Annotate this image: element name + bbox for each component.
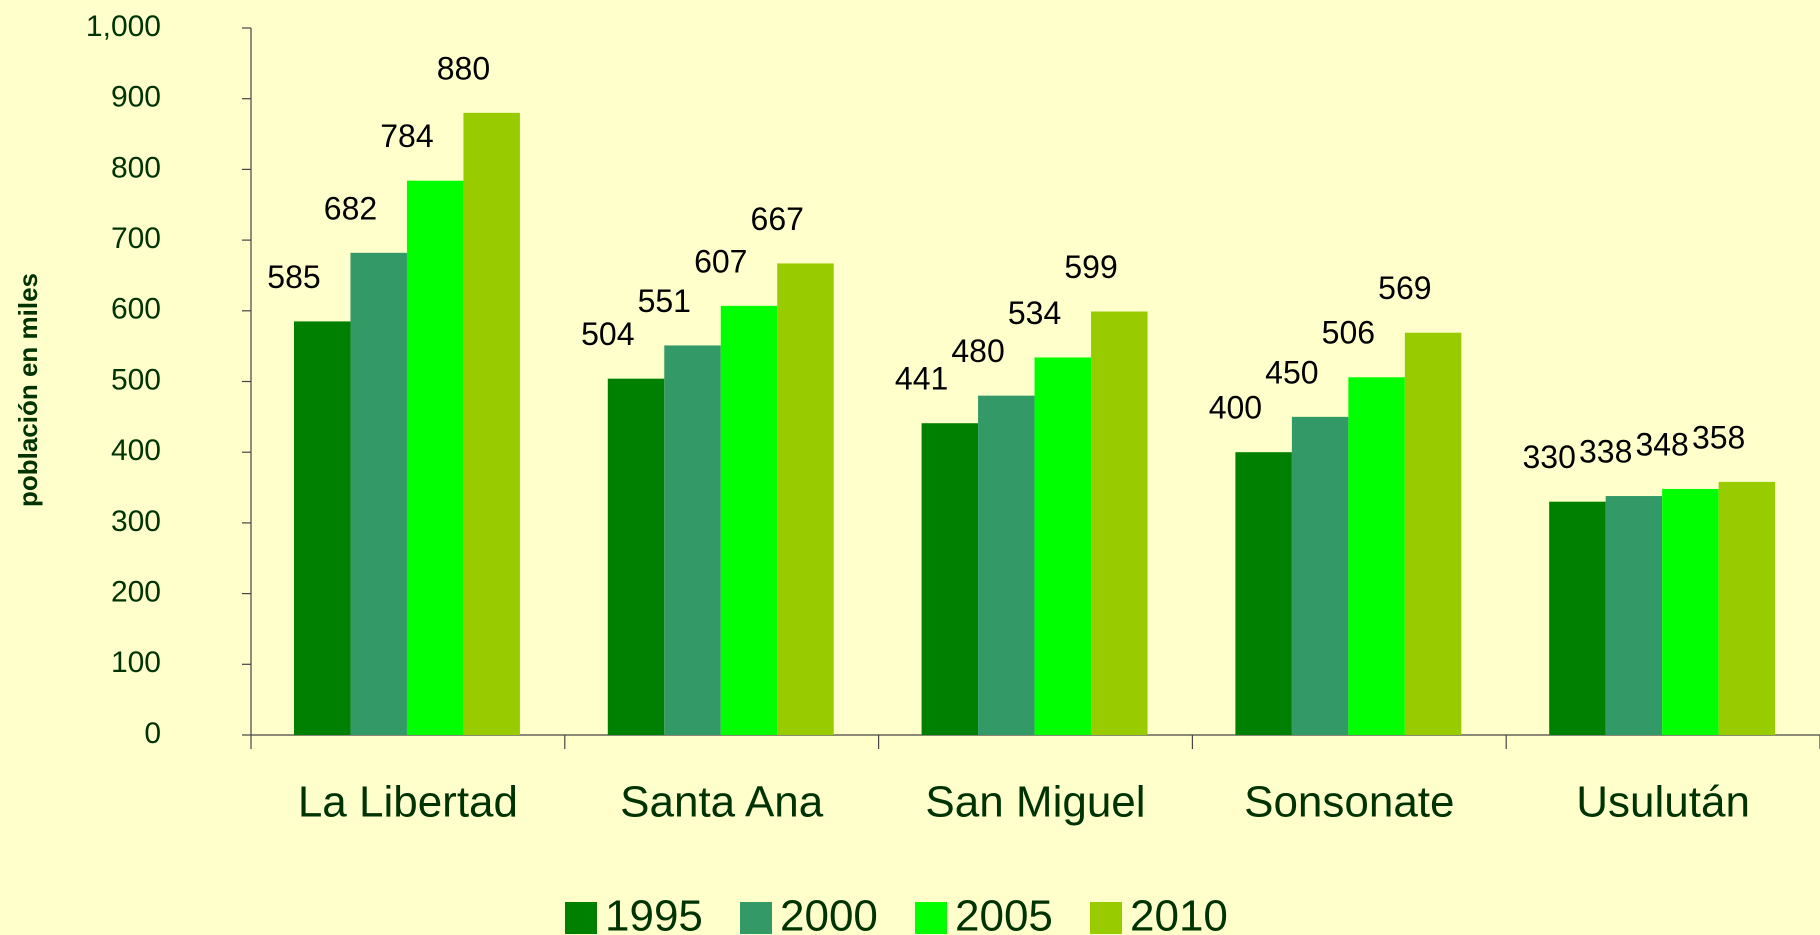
- bar: [921, 423, 979, 735]
- y-tick-label: 1,000: [86, 10, 161, 43]
- value-label: 607: [694, 243, 747, 279]
- bar: [1235, 452, 1292, 735]
- value-label: 338: [1579, 433, 1632, 469]
- value-label: 330: [1522, 439, 1575, 475]
- bar: [1718, 481, 1776, 735]
- bar: [1091, 311, 1148, 735]
- bar: [463, 112, 520, 736]
- value-label: 682: [324, 190, 377, 226]
- x-tick-label: Usulután: [1576, 778, 1750, 827]
- value-label: 400: [1209, 390, 1262, 426]
- y-tick-label: 800: [111, 151, 161, 184]
- bar: [1549, 501, 1606, 735]
- y-tick-label: 900: [111, 81, 161, 114]
- y-tick-label: 400: [111, 434, 161, 467]
- value-label: 880: [437, 50, 490, 86]
- value-label: 784: [380, 118, 433, 154]
- value-label: 504: [581, 316, 634, 352]
- value-label: 534: [1008, 295, 1061, 331]
- value-label: 480: [951, 333, 1004, 369]
- x-tick-label: San Miguel: [925, 778, 1145, 827]
- legend-label: 2010: [1130, 892, 1228, 935]
- value-label: 506: [1322, 315, 1375, 351]
- bar: [350, 252, 407, 736]
- legend-swatch: [740, 902, 772, 934]
- bar: [1404, 332, 1462, 735]
- bar: [1034, 357, 1092, 735]
- legend-swatch: [915, 902, 947, 934]
- bar: [720, 305, 778, 735]
- legend-label: 2000: [780, 892, 878, 935]
- bar: [293, 321, 351, 735]
- legend-label: 2005: [955, 892, 1053, 935]
- y-tick-label: 500: [111, 363, 161, 396]
- y-tick-label: 200: [111, 576, 161, 609]
- y-axis-label: población en miles: [13, 273, 43, 507]
- y-tick-label: 600: [111, 293, 161, 326]
- value-label: 358: [1692, 419, 1745, 455]
- value-label: 585: [267, 259, 320, 295]
- legend-swatch: [565, 902, 597, 934]
- bar: [664, 345, 721, 735]
- value-label: 667: [751, 201, 804, 237]
- value-label: 450: [1265, 354, 1318, 390]
- legend-swatch: [1090, 902, 1122, 934]
- x-tick-label: Santa Ana: [620, 778, 824, 827]
- x-tick-label: La Libertad: [298, 778, 518, 827]
- value-label: 599: [1064, 249, 1117, 285]
- value-label: 441: [895, 361, 948, 397]
- bar: [1291, 416, 1349, 735]
- bar: [406, 180, 464, 735]
- y-tick-label: 300: [111, 505, 161, 538]
- y-tick-label: 700: [111, 222, 161, 255]
- bar: [978, 395, 1035, 735]
- bar: [1348, 377, 1405, 735]
- bar: [607, 378, 665, 735]
- value-label: 569: [1378, 270, 1431, 306]
- bar: [1605, 496, 1663, 735]
- bar: [1662, 488, 1719, 735]
- x-tick-label: Sonsonate: [1244, 778, 1454, 827]
- value-label: 551: [638, 283, 691, 319]
- legend-label: 1995: [605, 892, 703, 935]
- value-label: 348: [1635, 426, 1688, 462]
- y-tick-label: 100: [111, 646, 161, 679]
- y-tick-label: 0: [144, 717, 161, 750]
- bar: [777, 263, 834, 735]
